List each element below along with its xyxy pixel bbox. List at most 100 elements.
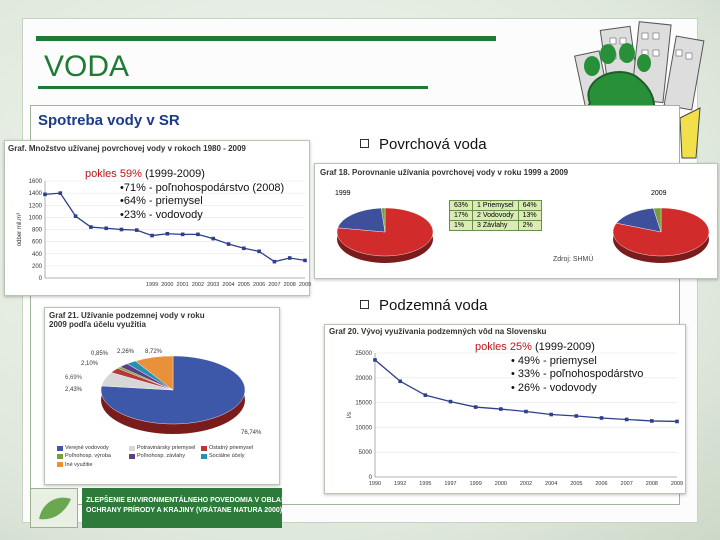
data-point <box>58 191 63 195</box>
table-cell: 63% <box>448 200 474 211</box>
pie-data-label: 2,43% <box>65 387 83 393</box>
graph-title: Graf 21. Užívanie podzemnej vody v roku … <box>49 311 205 329</box>
data-point <box>196 232 200 237</box>
legend-swatch <box>57 445 63 451</box>
table-cell: 1% <box>448 220 474 231</box>
surface-annotation: pokles 59% (1999-2009) •71% - poľnohospo… <box>85 168 284 222</box>
ground-annotation: pokles 25% (1999-2009) • 49% - priemysel… <box>475 341 643 395</box>
pie-data-label: 0,85% <box>91 351 109 357</box>
data-point <box>257 249 261 254</box>
data-point <box>43 192 47 197</box>
annotation-period: (1999-2009) <box>534 341 595 353</box>
ground-line-chart: 0 5000 10000 15000 20000 25000 1990 1992 1995 199… <box>347 351 683 487</box>
footer-line: ZLEPŠENIE ENVIRONMENTÁLNEHO POVEDOMIA V … <box>86 497 292 504</box>
y-tick-label: 400 <box>32 252 43 258</box>
data-point <box>624 417 629 422</box>
pie-slice <box>616 208 662 233</box>
data-point <box>134 228 139 232</box>
graph-surface-pies: Graf 18. Porovnanie užívania povrchovej … <box>314 163 718 279</box>
footer-text: ZLEPŠENIE ENVIRONMENTÁLNEHO POVEDOMIA V … <box>86 496 292 516</box>
x-tick-label: 2005 <box>238 282 250 288</box>
x-tick-label: 2003 <box>207 282 219 288</box>
pie-legend: Verejné vodovody Potravinársky priemysel O… <box>57 445 277 470</box>
title-bar-bottom <box>38 86 428 89</box>
data-point <box>272 259 277 264</box>
x-tick-label: 1995 <box>419 481 431 487</box>
data-point <box>89 225 93 229</box>
y-axis-label: l/s <box>347 412 353 418</box>
annotation-period: (1999-2009) <box>144 168 205 180</box>
y-tick-label: 0 <box>369 475 373 481</box>
y-tick-label: 0 <box>39 276 43 282</box>
data-point <box>549 412 553 417</box>
legend-item: Potravinársky priemysel <box>129 445 201 451</box>
pie-data-label: 2,26% <box>117 349 135 355</box>
legend-item: Iné využitie <box>57 462 129 468</box>
legend-item: Poľnohosp. výroba <box>57 453 129 459</box>
legend-item: Verejné vodovody <box>57 445 129 451</box>
x-tick-label: 2000 <box>495 481 507 487</box>
graph-ground-pie: Graf 21. Užívanie podzemnej vody v roku … <box>44 307 280 485</box>
bullet-surface-label: Povrchová voda <box>379 136 487 153</box>
pie-data-label: 8,72% <box>145 349 163 355</box>
data-point <box>150 233 154 238</box>
table-cell: 17% <box>448 210 474 221</box>
checkbox-bullet-icon <box>360 300 369 309</box>
pie-slice <box>381 207 386 233</box>
data-point <box>303 258 307 263</box>
annotation-item: • 49% - priemysel <box>511 354 597 367</box>
table-cell: 3 Závlahy <box>472 220 519 231</box>
x-tick-label: 1992 <box>394 481 406 487</box>
legend-label: Potravinársky priemysel <box>137 445 196 451</box>
data-point <box>473 405 478 409</box>
table-cell: 13% <box>517 210 542 221</box>
source-label: Zdroj: SHMÚ <box>553 256 594 263</box>
pie-slice <box>134 355 174 391</box>
year-right-label: 2009 <box>651 190 667 197</box>
pie-slice <box>612 207 710 257</box>
series-line <box>44 192 306 263</box>
surface-line-chart: 0 200 400 600 800 1000 1200 1400 1600 1999 2000 200… <box>17 179 311 288</box>
annotation-lead: pokles 59% <box>85 168 142 180</box>
table-row: 17% 2 Vodovody 13% <box>448 210 542 221</box>
legend-item: Ostatný priemysel <box>201 445 273 451</box>
annotation-item: •23% - vodovody <box>120 208 203 221</box>
legend-item: Sociálne účely <box>201 453 273 459</box>
pie-data-label: 76,74% <box>241 430 262 436</box>
graph-surface-trend: Graf. Množstvo užívanej povrchovej vody … <box>4 140 311 296</box>
table-cell: 64% <box>517 200 542 211</box>
y-tick-label: 200 <box>32 264 43 270</box>
x-tick-label: 2001 <box>177 282 189 288</box>
data-point <box>119 227 124 232</box>
x-tick-label: 2006 <box>253 282 265 288</box>
graph-ground-trend: Graf 20. Vývoj využívania podzemných vôd… <box>324 324 686 494</box>
y-tick-label: 800 <box>32 228 43 234</box>
legend-label: Sociálne účely <box>209 453 245 460</box>
y-tick-label: 10000 <box>355 425 372 431</box>
pie-slice <box>653 207 662 233</box>
bullet-surface-water: Povrchová voda <box>360 136 487 153</box>
annotation-lead: pokles 25% <box>475 341 532 353</box>
pie-slice <box>337 207 386 233</box>
y-tick-label: 600 <box>32 240 43 246</box>
data-point <box>675 419 679 424</box>
y-axis-label: odber mil.m³ <box>17 213 23 246</box>
x-tick-label: 2004 <box>222 282 234 288</box>
table-cell: 2% <box>517 220 542 231</box>
graph-title: Graf. Množstvo užívanej povrchovej vody … <box>8 144 246 153</box>
data-point <box>423 393 428 397</box>
annotation-item: •64% - priemysel <box>120 195 203 207</box>
footer-banner: ZLEPŠENIE ENVIRONMENTÁLNEHO POVEDOMIA V … <box>30 486 670 532</box>
data-point <box>165 231 170 236</box>
data-point <box>180 232 185 237</box>
data-point <box>373 358 377 362</box>
graph-title: Graf 18. Porovnanie užívania povrchovej … <box>320 168 569 177</box>
data-point <box>73 214 78 218</box>
comparison-table: 63% 1 Priemysel 64% 17% 2 Vodovody 13% 1% 3 Z… <box>448 200 542 231</box>
footer-band <box>82 488 282 528</box>
x-tick-label: 1999 <box>470 481 482 487</box>
x-tick-label: 2008 <box>284 282 296 288</box>
bullet-ground-water: Podzemná voda <box>360 297 487 314</box>
graph-title: Graf 20. Vývoj využívania podzemných vôd… <box>329 327 547 336</box>
checkbox-bullet-icon <box>360 139 369 148</box>
